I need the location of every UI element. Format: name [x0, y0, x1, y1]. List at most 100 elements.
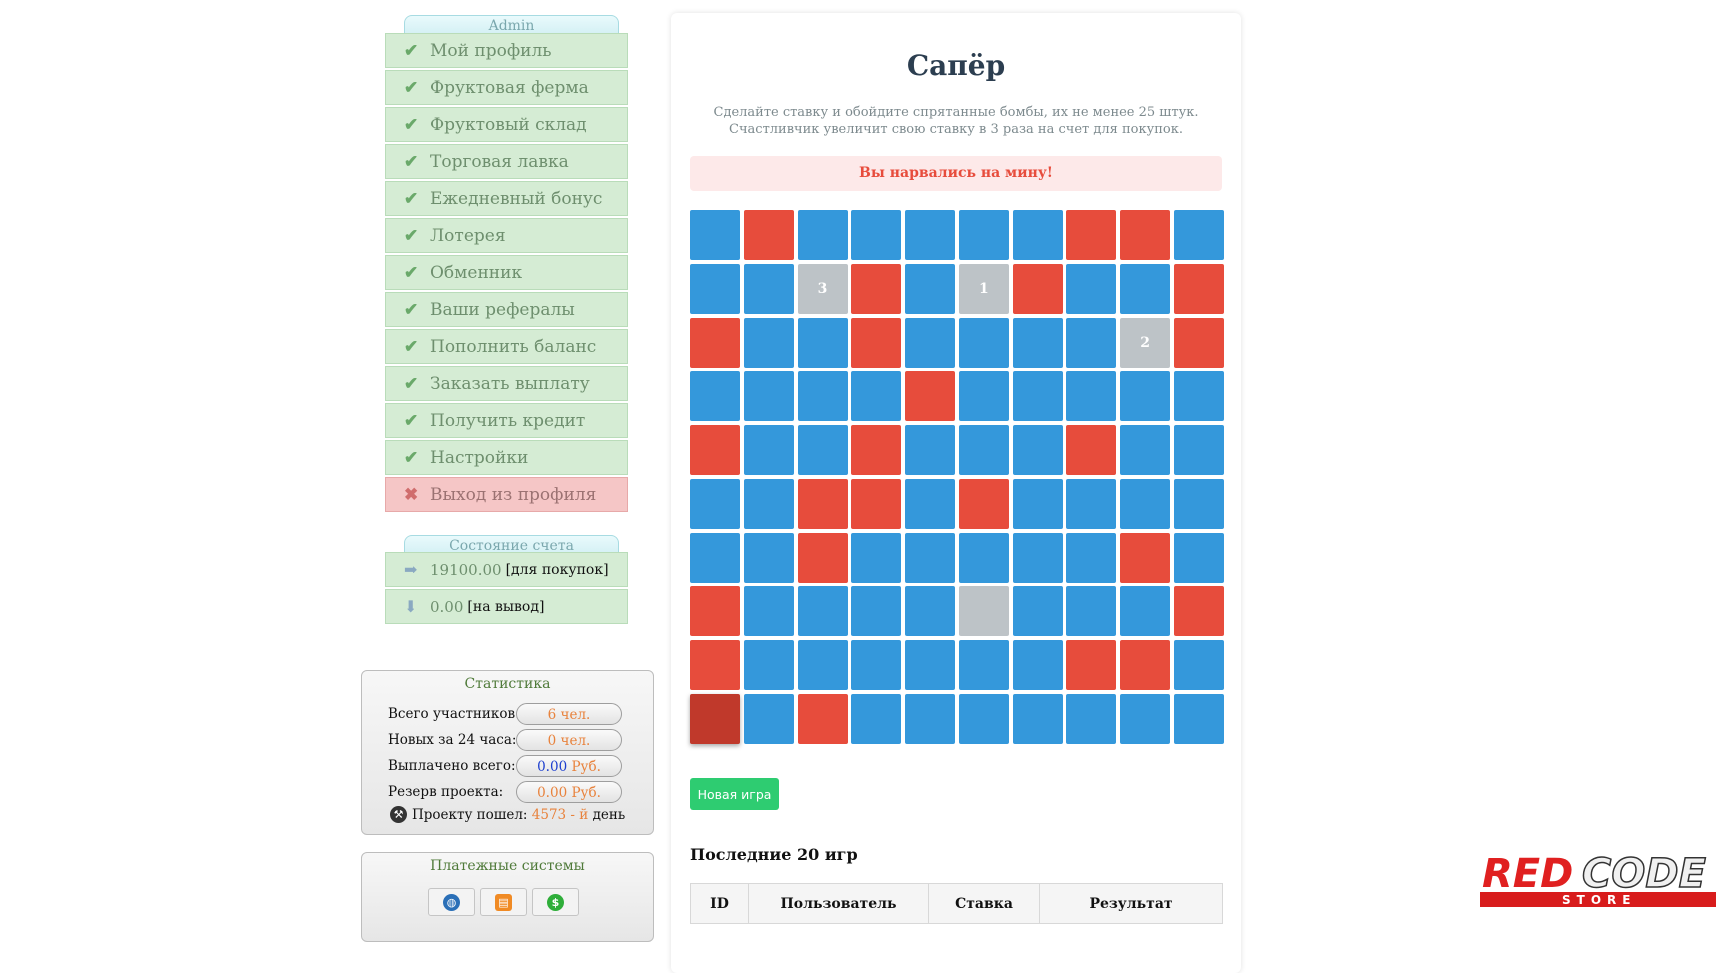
mine-cell[interactable] — [797, 478, 848, 529]
sidebar-item-9[interactable]: ✔ Заказать выплату — [385, 366, 628, 401]
mine-cell[interactable] — [1173, 317, 1224, 368]
revealed-cell[interactable]: 2 — [1120, 317, 1171, 368]
mine-cell[interactable] — [1066, 425, 1117, 476]
hidden-cell[interactable] — [743, 478, 794, 529]
hidden-cell[interactable] — [1012, 532, 1063, 583]
hidden-cell[interactable] — [797, 371, 848, 422]
hidden-cell[interactable] — [1173, 532, 1224, 583]
hidden-cell[interactable] — [743, 263, 794, 314]
hidden-cell[interactable] — [851, 371, 902, 422]
mine-cell[interactable] — [1173, 263, 1224, 314]
hidden-cell[interactable] — [851, 693, 902, 744]
mine-cell[interactable] — [1120, 640, 1171, 691]
hidden-cell[interactable] — [690, 263, 740, 314]
webmoney-button[interactable]: ◍ — [428, 888, 475, 916]
hidden-cell[interactable] — [1173, 371, 1224, 422]
mine-cell[interactable] — [1012, 263, 1063, 314]
hidden-cell[interactable] — [743, 693, 794, 744]
mine-cell[interactable] — [690, 586, 740, 637]
hidden-cell[interactable] — [905, 532, 956, 583]
mine-cell[interactable] — [958, 478, 1009, 529]
hidden-cell[interactable] — [1012, 425, 1063, 476]
hidden-cell[interactable] — [797, 317, 848, 368]
hidden-cell[interactable] — [1120, 478, 1171, 529]
hidden-cell[interactable] — [1012, 693, 1063, 744]
revealed-cell[interactable] — [958, 586, 1009, 637]
hidden-cell[interactable] — [958, 640, 1009, 691]
hidden-cell[interactable] — [905, 693, 956, 744]
hidden-cell[interactable] — [743, 317, 794, 368]
revealed-cell[interactable]: 3 — [797, 263, 848, 314]
hidden-cell[interactable] — [797, 640, 848, 691]
hidden-cell[interactable] — [1012, 640, 1063, 691]
hidden-cell[interactable] — [1012, 371, 1063, 422]
mine-cell[interactable] — [851, 478, 902, 529]
sidebar-item-10[interactable]: ✔ Получить кредит — [385, 403, 628, 438]
hidden-cell[interactable] — [905, 317, 956, 368]
hidden-cell[interactable] — [743, 371, 794, 422]
exploded-mine-cell[interactable] — [690, 693, 740, 744]
hidden-cell[interactable] — [851, 586, 902, 637]
hidden-cell[interactable] — [690, 210, 740, 260]
mine-cell[interactable] — [797, 532, 848, 583]
mine-cell[interactable] — [851, 425, 902, 476]
mine-cell[interactable] — [1066, 640, 1117, 691]
sidebar-item-4[interactable]: ✔ Ежедневный бонус — [385, 181, 628, 216]
hidden-cell[interactable] — [905, 640, 956, 691]
hidden-cell[interactable] — [1120, 693, 1171, 744]
hidden-cell[interactable] — [743, 425, 794, 476]
hidden-cell[interactable] — [1066, 478, 1117, 529]
wallet-button[interactable]: ▤ — [480, 888, 527, 916]
hidden-cell[interactable] — [797, 586, 848, 637]
sidebar-item-12[interactable]: ✖ Выход из профиля — [385, 477, 628, 512]
revealed-cell[interactable]: 1 — [958, 263, 1009, 314]
hidden-cell[interactable] — [1120, 586, 1171, 637]
hidden-cell[interactable] — [1066, 586, 1117, 637]
mine-cell[interactable] — [690, 425, 740, 476]
hidden-cell[interactable] — [1173, 425, 1224, 476]
hidden-cell[interactable] — [1012, 317, 1063, 368]
hidden-cell[interactable] — [690, 478, 740, 529]
hidden-cell[interactable] — [851, 532, 902, 583]
hidden-cell[interactable] — [690, 371, 740, 422]
hidden-cell[interactable] — [1173, 478, 1224, 529]
sidebar-item-2[interactable]: ✔ Фруктовый склад — [385, 107, 628, 142]
mine-cell[interactable] — [743, 210, 794, 260]
hidden-cell[interactable] — [1012, 210, 1063, 260]
mine-cell[interactable] — [851, 263, 902, 314]
hidden-cell[interactable] — [905, 478, 956, 529]
new-game-button[interactable]: Новая игра — [690, 778, 779, 810]
hidden-cell[interactable] — [958, 371, 1009, 422]
hidden-cell[interactable] — [743, 532, 794, 583]
sidebar-item-3[interactable]: ✔ Торговая лавка — [385, 144, 628, 179]
hidden-cell[interactable] — [1066, 371, 1117, 422]
mine-cell[interactable] — [1120, 210, 1171, 260]
hidden-cell[interactable] — [1066, 532, 1117, 583]
hidden-cell[interactable] — [958, 532, 1009, 583]
dollar-button[interactable]: $ — [532, 888, 579, 916]
mine-cell[interactable] — [1120, 532, 1171, 583]
hidden-cell[interactable] — [690, 532, 740, 583]
hidden-cell[interactable] — [851, 640, 902, 691]
hidden-cell[interactable] — [1066, 693, 1117, 744]
hidden-cell[interactable] — [1012, 586, 1063, 637]
mine-cell[interactable] — [690, 640, 740, 691]
hidden-cell[interactable] — [797, 425, 848, 476]
hidden-cell[interactable] — [1012, 478, 1063, 529]
hidden-cell[interactable] — [1120, 371, 1171, 422]
hidden-cell[interactable] — [958, 210, 1009, 260]
hidden-cell[interactable] — [797, 210, 848, 260]
mine-cell[interactable] — [797, 693, 848, 744]
hidden-cell[interactable] — [1066, 317, 1117, 368]
hidden-cell[interactable] — [1120, 425, 1171, 476]
mine-cell[interactable] — [1173, 586, 1224, 637]
mine-cell[interactable] — [851, 317, 902, 368]
mine-cell[interactable] — [1066, 210, 1117, 260]
hidden-cell[interactable] — [958, 425, 1009, 476]
sidebar-item-6[interactable]: ✔ Обменник — [385, 255, 628, 290]
sidebar-item-8[interactable]: ✔ Пополнить баланс — [385, 329, 628, 364]
sidebar-item-5[interactable]: ✔ Лотерея — [385, 218, 628, 253]
hidden-cell[interactable] — [1173, 640, 1224, 691]
hidden-cell[interactable] — [1066, 263, 1117, 314]
hidden-cell[interactable] — [743, 586, 794, 637]
